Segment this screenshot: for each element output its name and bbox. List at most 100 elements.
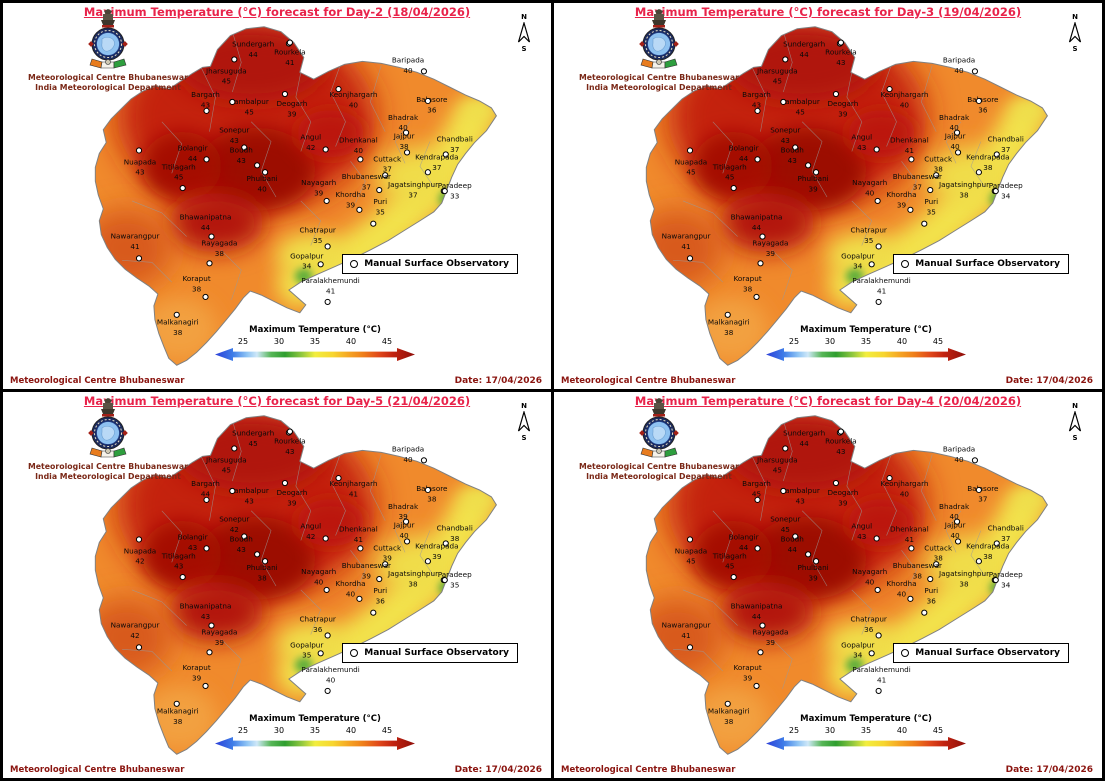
station-value: 44 [249,50,259,59]
station-value: 43 [201,100,211,109]
station-label: Jagatsinghpur [938,180,989,189]
station-value: 39 [383,554,393,563]
station-marker-icon [992,576,999,584]
station-marker-icon [954,538,962,545]
colorbar-tick-label: 25 [237,726,249,735]
colorbar-gradient [766,348,966,361]
station-value: 42 [130,631,139,640]
compass-north-label: N [1072,402,1078,410]
station-label: Bargarh [742,90,771,99]
imd-logo-icon [88,398,128,458]
station-marker-icon [420,457,428,464]
station-label: Sambalpur [781,97,820,106]
colorbar-tick-label: 35 [860,337,872,346]
station-label: Chatrapur [850,226,886,235]
station-value: 44 [788,545,798,554]
station-value: 41 [326,287,335,296]
station-value: 40 [354,146,364,155]
station-label: Dhenkanal [339,136,378,145]
station-label: Balasore [416,95,448,104]
station-value: 40 [954,455,964,464]
station-value: 38 [450,534,460,543]
station-value: 38 [724,717,734,726]
station-value: 41 [354,535,363,544]
station-label: Puri [924,586,938,595]
station-label: Kendrapada [415,541,458,550]
colorbar: Maximum Temperature (°C) 25 30 35 40 45 [766,325,966,361]
heat-shading [95,26,497,362]
station-label: Puri [924,197,938,206]
station-marker-icon [907,206,914,213]
compass-south-label: S [1072,434,1078,442]
station-value: 38 [399,142,409,151]
station-value: 39 [346,200,356,209]
station-value: 38 [258,574,268,583]
station-value: 39 [432,552,442,561]
colorbar-tick-label: 45 [932,726,944,735]
north-arrow-icon [1068,411,1082,432]
station-value: 34 [1001,580,1011,589]
station-marker-icon [203,156,210,163]
station-value: 37 [1001,145,1010,154]
station-marker-icon [792,533,799,540]
station-value: 41 [681,242,690,251]
ribbon-left [89,58,103,69]
station-label: Keonjhargarh [329,90,377,99]
station-label: Jagatsinghpur [938,569,989,578]
station-label: Gopalpur [841,640,874,649]
station-value: 39 [314,189,324,198]
station-value: 43 [781,136,791,145]
station-label: Nuapada [124,546,156,555]
station-marker-icon [754,107,761,114]
station-value: 39 [192,674,202,683]
station-label: Deogarh [276,99,307,108]
footer-date: Date: 17/04/2026 [454,765,542,775]
station-marker-icon [875,632,882,639]
station-value: 45 [725,173,734,182]
station-value: 39 [743,674,753,683]
station-marker-icon [730,185,737,192]
station-marker-icon [317,261,324,268]
station-value: 40 [346,589,356,598]
station-marker-icon [886,475,893,482]
station-label: Dhenkanal [890,525,929,534]
colorbar-gradient [215,348,415,361]
station-label: Sonepur [770,126,800,135]
station-value: 38 [215,249,225,258]
footer-date: Date: 17/04/2026 [454,376,542,386]
station-marker-icon [971,457,979,464]
station-value: 41 [877,287,886,296]
station-value: 43 [285,447,295,456]
station-marker-icon [908,545,915,552]
station-marker-icon [262,558,269,565]
station-label: Boudh [230,534,253,543]
org-name: Meteorological Centre Bhubaneswar [28,462,188,471]
station-label: Malkanagiri [708,318,750,327]
station-marker-icon [975,169,982,176]
station-label: Nuapada [675,546,707,555]
org-name: Meteorological Centre Bhubaneswar [579,462,739,471]
station-label: Bhubaneswar [893,172,942,181]
station-label: Rourkela [274,47,306,56]
station-label: Gopalpur [290,640,323,649]
north-arrow-icon [1068,22,1082,43]
legend-label: Manual Surface Observatory [915,259,1060,269]
station-label: Bhawanipatna [180,602,232,611]
station-marker-icon [203,545,210,552]
station-marker-icon [424,558,431,565]
station-value: 43 [230,136,240,145]
station-value: 40 [398,123,408,132]
station-marker-icon [281,90,289,98]
station-marker-icon [908,156,915,163]
station-marker-icon [780,487,787,495]
station-value: 43 [237,156,247,165]
station-value: 42 [306,143,315,152]
station-label: Phulbani [247,174,278,183]
station-marker-icon [241,144,248,151]
station-marker-icon [686,644,694,651]
colorbar-ticks: 25 30 35 40 45 [766,337,966,347]
station-value: 45 [725,562,734,571]
station-marker-icon [324,687,331,694]
